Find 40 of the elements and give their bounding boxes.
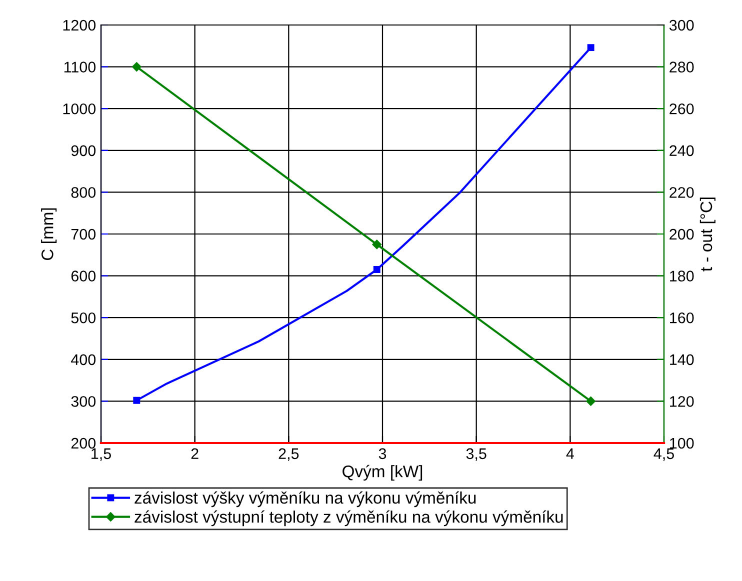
y2-tick-label: 160 — [670, 312, 694, 324]
point — [373, 266, 380, 274]
y-tick-label: 1200 — [63, 20, 96, 31]
point — [132, 62, 142, 72]
y2-tick-label: 200 — [670, 228, 694, 240]
y-tick-label: 1000 — [63, 103, 96, 114]
y2-axis-title: t - out [°C] — [700, 198, 716, 272]
y2-tick-label: 100 — [670, 438, 694, 449]
y-tick-label: 800 — [71, 187, 96, 198]
x-tick-label: 1,5 — [92, 448, 111, 461]
x-tick-label: 3,5 — [466, 448, 486, 461]
x-tick-label: 3 — [378, 448, 386, 460]
y-tick-label: 300 — [71, 396, 96, 407]
y-tick-label: 1100 — [64, 62, 96, 72]
y2-tick-label: 280 — [670, 62, 694, 72]
y-tick-label: 600 — [71, 270, 96, 282]
y-tick-label: 900 — [71, 145, 96, 156]
y-tick-label: 700 — [71, 228, 96, 240]
x-axis-title: Qvým [kW] — [342, 464, 422, 481]
y2-tick-label: 140 — [670, 354, 694, 366]
legend-label: závislost výstupní teploty z výměníku na výkonu výměníku — [134, 510, 563, 526]
y-tick-label: 400 — [71, 354, 96, 366]
x-tick-label: 4 — [566, 448, 574, 459]
point — [133, 396, 140, 404]
point — [586, 396, 596, 406]
y2-tick-label: 180 — [670, 270, 694, 282]
y2-tick-label: 260 — [670, 103, 694, 114]
legend-label: závislost výšky výměníku na výkonu výměníku — [134, 491, 476, 508]
x-tick-label: 2,5 — [278, 448, 299, 461]
point — [587, 44, 594, 52]
point — [372, 240, 382, 250]
y2-tick-label: 300 — [669, 20, 694, 31]
y2-tick-label: 120 — [670, 396, 694, 407]
y-axis-title: C [mm] — [41, 208, 57, 260]
y2-tick-label: 220 — [670, 187, 694, 198]
x-tick-label: 4,5 — [654, 448, 674, 461]
y2-tick-label: 240 — [670, 145, 694, 156]
y-tick-label: 500 — [71, 312, 96, 324]
x-tick-label: 2 — [191, 448, 198, 459]
y-tick-label: 200 — [71, 438, 96, 449]
